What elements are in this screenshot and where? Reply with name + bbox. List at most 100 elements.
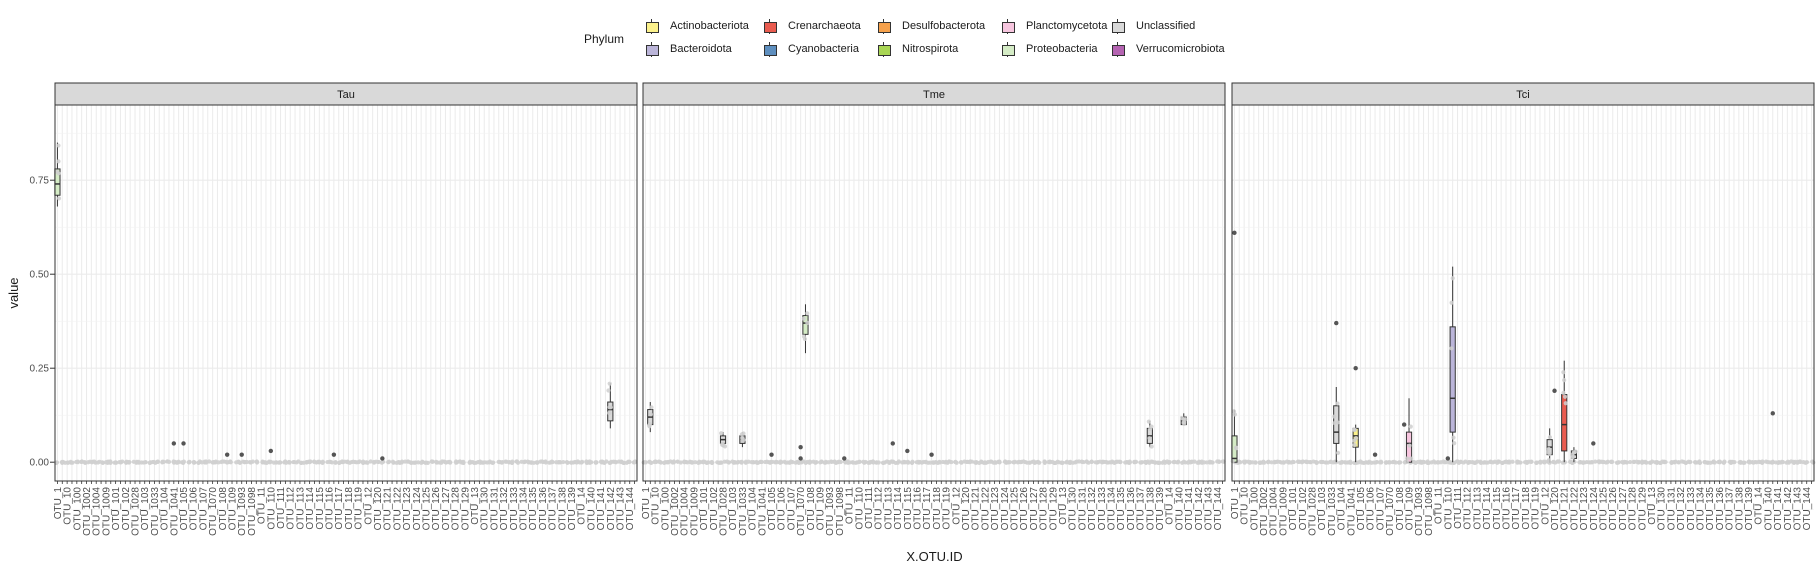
legend-label: Proteobacteria — [1026, 43, 1098, 55]
data-point — [1155, 460, 1161, 465]
data-point — [690, 460, 695, 465]
legend-key — [876, 42, 891, 57]
data-point — [1233, 445, 1239, 450]
data-point — [997, 460, 1002, 465]
legend-key — [1110, 19, 1125, 34]
data-point — [1593, 459, 1598, 464]
data-point — [675, 459, 680, 464]
x-tick-label: OTU_1 — [641, 487, 652, 520]
x-tick-label: OTU_119 — [354, 487, 365, 530]
data-point — [905, 459, 911, 464]
x-tick-label: OTU_108 — [1395, 487, 1406, 531]
data-point — [1352, 438, 1357, 443]
data-point — [224, 459, 229, 464]
x-tick-label: OTU_143 — [1793, 487, 1804, 531]
data-point — [1562, 378, 1567, 383]
data-point — [1488, 459, 1493, 464]
x-tick-label: OTU_140 — [1174, 487, 1185, 531]
data-point — [1104, 459, 1109, 465]
data-point — [893, 460, 898, 466]
data-point — [237, 460, 242, 465]
x-tick-label: OTU_11 — [1434, 487, 1445, 524]
outlier-point — [769, 452, 774, 457]
data-point — [108, 460, 113, 465]
data-point — [510, 459, 515, 464]
data-point — [56, 143, 61, 148]
x-tick-label: OTU_132 — [1676, 487, 1687, 531]
legend-label: Planctomycetota — [1026, 20, 1108, 32]
data-point — [1332, 414, 1337, 419]
data-point — [176, 459, 181, 464]
y-tick-label: 0.00 — [30, 458, 50, 469]
legend-label: Crenarchaeota — [788, 20, 861, 32]
data-point — [773, 459, 778, 464]
data-point — [1259, 460, 1265, 465]
data-point — [802, 336, 808, 342]
data-point — [1654, 460, 1660, 465]
legend-label: Verrucomicrobiota — [1136, 43, 1225, 55]
x-tick-label: OTU_116 — [325, 487, 336, 530]
data-point — [631, 460, 636, 465]
y-tick-label: 0.75 — [30, 176, 50, 187]
data-point — [602, 460, 607, 466]
data-point — [584, 459, 589, 464]
data-point — [1647, 460, 1652, 465]
legend-key — [762, 19, 777, 34]
data-point — [271, 460, 277, 465]
x-tick-label: OTU_132 — [1087, 487, 1098, 531]
x-tick-label: OTU_131 — [1666, 487, 1677, 531]
x-tick-label: OTU_106 — [777, 487, 788, 531]
x-tick-label: OTU_142 — [1194, 487, 1205, 531]
data-point — [1352, 442, 1357, 448]
data-point — [79, 459, 84, 465]
data-point — [1425, 459, 1430, 464]
x-tick-label: OTU_10 — [651, 487, 662, 525]
x-tick-label: OTU_117 — [334, 487, 345, 530]
data-point — [1431, 459, 1436, 464]
x-tick-label: OTU_1 — [1230, 487, 1241, 520]
panel-border — [642, 104, 1226, 482]
data-point — [1342, 460, 1347, 465]
data-point — [577, 460, 582, 465]
x-tick-label: OTU_124 — [1589, 487, 1600, 531]
x-tick-label: OTU_1028 — [719, 487, 730, 536]
data-point — [896, 459, 901, 464]
x-tick-label: OTU_105 — [1356, 487, 1367, 531]
strip-label: Tme — [923, 89, 945, 101]
strip-label: Tci — [1516, 89, 1529, 101]
outlier-point — [798, 444, 803, 450]
data-point — [490, 460, 495, 465]
x-tick-label: OTU_138 — [1734, 487, 1745, 531]
data-point — [56, 171, 61, 176]
data-point — [779, 460, 784, 465]
data-point — [286, 459, 292, 465]
x-tick-label: OTU_12 — [951, 487, 962, 525]
legend-key — [1000, 19, 1015, 34]
data-point — [1721, 460, 1726, 465]
x-tick-label: OTU_135 — [1116, 487, 1127, 531]
x-tick-label: OTU_102 — [121, 487, 132, 531]
data-point — [1563, 401, 1568, 406]
data-point — [1497, 459, 1502, 464]
panel-background — [55, 105, 637, 481]
data-point — [1546, 446, 1551, 452]
panel-tau: TauOTU_1OTU_10OTU_100OTU_1002OTU_1004OTU… — [53, 82, 638, 536]
data-point — [1449, 346, 1454, 351]
data-point — [670, 460, 675, 465]
data-point — [127, 459, 132, 465]
x-tick-label: OTU_141 — [1184, 487, 1195, 531]
data-point — [453, 459, 459, 464]
data-point — [56, 196, 62, 201]
data-point — [969, 459, 974, 464]
data-point — [1118, 459, 1123, 465]
data-point — [1561, 370, 1566, 375]
outlier-point — [1401, 422, 1407, 427]
data-point — [1538, 460, 1543, 465]
data-point — [1269, 460, 1274, 465]
x-tick-label: OTU_1028 — [131, 487, 142, 536]
data-point — [1296, 459, 1301, 465]
data-point — [155, 459, 160, 464]
legend-label: Actinobacteriota — [670, 20, 749, 32]
data-point — [1803, 460, 1808, 465]
